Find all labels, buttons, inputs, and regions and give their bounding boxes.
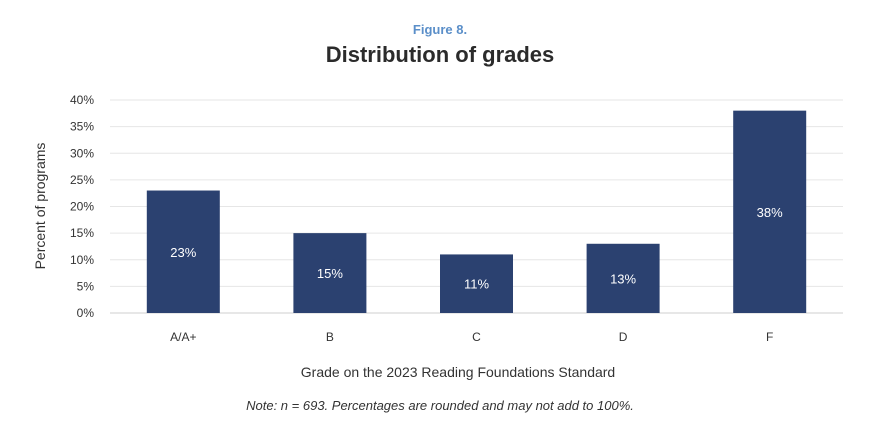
bar-f [733,110,807,314]
chart-note: Note: n = 693. Percentages are rounded a… [246,398,634,413]
data-label: 11% [464,277,489,292]
x-tick-label: B [326,330,334,344]
figure-label: Figure 8. [412,22,468,37]
y-tick-label: 0% [77,306,95,320]
x-tick-label: F [766,330,773,344]
y-tick-label: 5% [77,279,95,293]
bar-b [293,233,367,313]
bar-c [440,254,513,313]
data-label: 23% [170,245,196,260]
x-tick-label: A/A+ [170,330,196,344]
chart-title: Distribution of grades [325,42,555,67]
y-tick-label: 25% [70,173,94,187]
y-tick-label: 15% [70,226,94,240]
y-tick-label: 20% [70,200,94,214]
x-tick-label: D [619,330,628,344]
bar-a-a- [146,190,220,313]
data-label: 38% [757,205,783,220]
bar-d [586,243,660,313]
y-tick-label: 10% [70,253,94,267]
data-label: 15% [317,266,343,281]
x-tick-label: C [472,330,481,344]
y-axis-title: Percent of programs [32,143,48,270]
y-tick-label: 35% [70,120,94,134]
data-label: 13% [610,271,636,286]
y-tick-label: 40% [70,93,94,107]
y-tick-label: 30% [70,146,94,160]
x-axis-title: Grade on the 2023 Reading Foundations St… [301,364,615,380]
